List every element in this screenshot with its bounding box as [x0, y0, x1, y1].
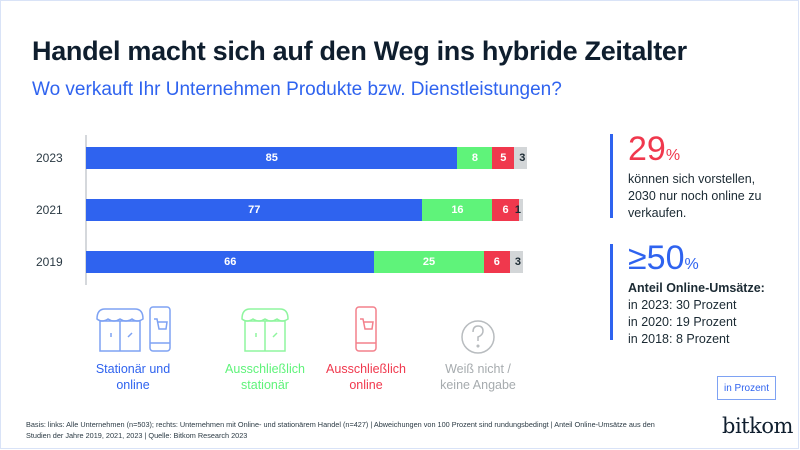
legend-label: stationär [241, 378, 289, 392]
bar-segment-2023-2: 8 [457, 147, 493, 169]
bar-segment-2019-2: 25 [374, 251, 484, 273]
bar-segment-2023-1: 85 [86, 147, 458, 169]
question-icon [423, 300, 533, 355]
bar-segment-2023-4: 3 [514, 147, 528, 169]
stat-29-text: können sich vorstellen, 2030 nur noch on… [628, 171, 761, 222]
legend-label: keine Angabe [440, 378, 516, 392]
bar-2021: 77 16 6 1 [86, 199, 523, 221]
page-subtitle: Wo verkauft Ihr Unternehmen Produkte bzw… [32, 79, 562, 100]
legend-label: online [349, 378, 383, 392]
bar-segment-2021-1: 77 [86, 199, 423, 221]
legend-item-stationaer-online: Stationär und online [78, 300, 188, 393]
bitkom-logo: bitkom [722, 414, 793, 438]
stat-line: 2030 nur noch online zu [628, 189, 762, 203]
bar-segment-2021-3: 6 [492, 199, 519, 221]
stat-line: können sich vorstellen, [628, 172, 756, 186]
legend-item-unknown: Weiß nicht / keine Angabe [423, 300, 533, 393]
stat-50-percent: ≥50% [628, 239, 699, 278]
stat-divider [610, 134, 613, 218]
page-title: Handel macht sich auf den Weg ins hybrid… [32, 36, 687, 66]
stat-unit: % [684, 256, 699, 273]
year-label-2021: 2021 [36, 203, 63, 217]
stat-unit: % [665, 147, 681, 164]
year-label-2019: 2019 [36, 255, 63, 269]
stat-heading: Anteil Online-Umsätze: [628, 281, 765, 295]
unit-badge: in Prozent [717, 376, 776, 400]
store-icon [210, 300, 320, 355]
year-label-2023: 2023 [36, 151, 63, 165]
legend-label: Stationär und [95, 362, 171, 376]
footer-line: Studien der Jahre 2019, 2021, 2023 | Que… [26, 431, 248, 440]
legend-label: Weiß nicht / [445, 362, 511, 376]
legend-label: Ausschließlich [326, 362, 406, 376]
bar-segment-2023-3: 5 [492, 147, 515, 169]
phone-cart-icon [311, 300, 421, 355]
bar-2019: 66 25 6 3 [86, 251, 523, 273]
bar-segment-2019-4: 3 [509, 251, 523, 273]
bar-segment-2019-3: 6 [483, 251, 510, 273]
stat-divider [610, 244, 613, 340]
bar-2023: 85 8 5 3 [86, 147, 528, 169]
legend-label: Ausschließlich [225, 362, 305, 376]
bar-segment-2021-2: 16 [422, 199, 493, 221]
stat-line: in 2018: 8 Prozent [628, 332, 730, 346]
legend-label: online [116, 378, 150, 392]
bar-segment-2021-4: 1 [515, 199, 523, 221]
stat-line: in 2020: 19 Prozent [628, 315, 737, 329]
legend-item-stationaer: Ausschließlich stationär [210, 300, 320, 393]
stat-value: ≥50 [628, 239, 685, 277]
legend-item-online: Ausschließlich online [311, 300, 421, 393]
stat-value: 29 [628, 130, 666, 168]
stat-29-percent: 29% [628, 130, 680, 169]
bar-segment-2019-1: 66 [86, 251, 375, 273]
stat-50-text: Anteil Online-Umsätze: in 2023: 30 Proze… [628, 280, 765, 348]
store-and-phone-icon [78, 300, 188, 355]
footer-line: Basis: links: Alle Unternehmen (n=503); … [26, 420, 655, 429]
stat-line: in 2023: 30 Prozent [628, 298, 737, 312]
stat-line: verkaufen. [628, 206, 687, 220]
footer-source-note: Basis: links: Alle Unternehmen (n=503); … [26, 419, 686, 441]
